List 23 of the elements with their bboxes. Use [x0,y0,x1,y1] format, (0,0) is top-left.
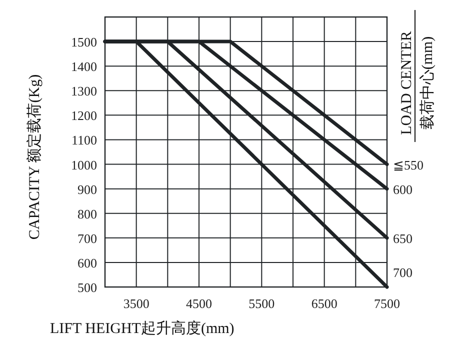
y-tick-label: 700 [78,230,97,246]
y-tick-label: 900 [78,182,97,197]
y-tick-label: 600 [78,255,97,270]
series-label: ≦550 [393,157,424,172]
x-axis-title: LIFT HEIGHT起升高度(mm) [50,320,234,337]
y-tick-label: 800 [78,206,97,222]
y-axis-title: CAPACITY 额定载荷(Kg) [26,74,43,240]
x-tick-label: 5500 [248,296,275,311]
y-tick-label: 1100 [71,132,97,148]
series-label: 600 [393,182,412,197]
y2-axis-title: LOAD CENTER 载荷中心(mm) [399,31,436,135]
y-tick-label: 1200 [71,108,97,124]
y-tick-label: 1000 [71,157,97,172]
y-tick-label: 1500 [71,34,97,50]
x-tick-label: 3500 [123,296,150,311]
y-tick-label: 1300 [71,84,97,99]
series-label: 650 [393,230,412,246]
y-tick-label: 1400 [71,59,97,74]
series-label: 700 [393,265,412,280]
x-tick-label: 7500 [374,296,400,311]
y-tick-label: 500 [78,280,97,295]
x-tick-label: 4500 [186,296,212,311]
x-tick-label: 6500 [311,296,338,311]
